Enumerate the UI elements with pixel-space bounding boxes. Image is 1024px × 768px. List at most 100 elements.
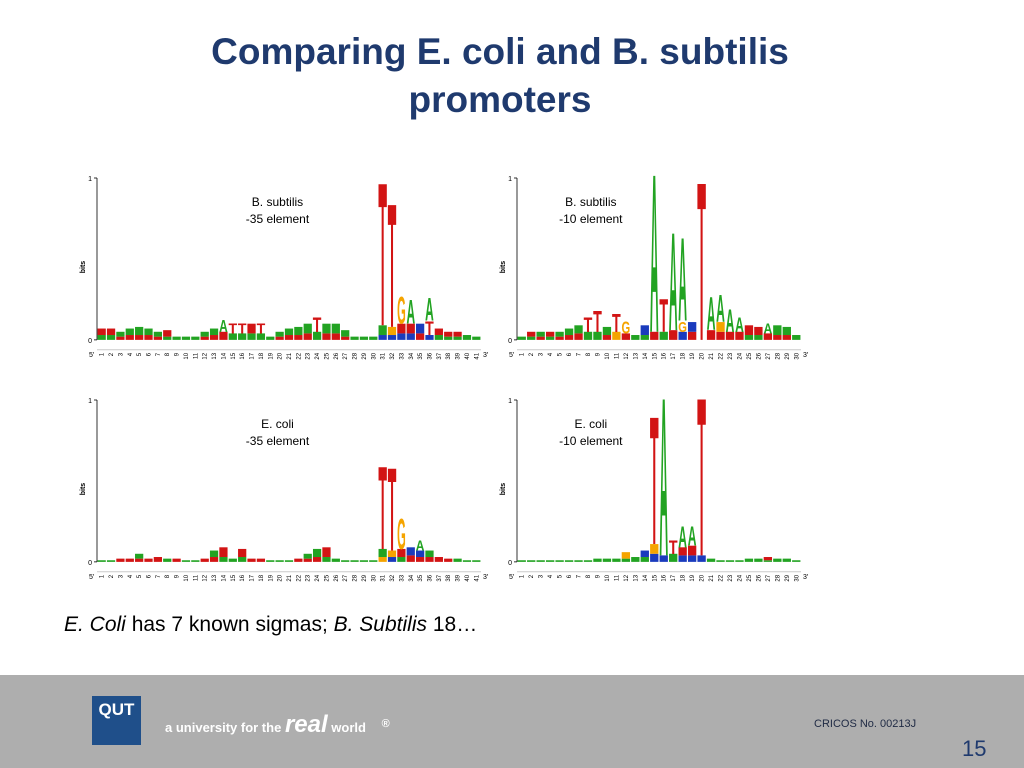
logo-letter-T: T	[697, 170, 706, 385]
logo-letter-T	[116, 558, 125, 562]
logo-letter-A	[725, 560, 735, 562]
position-label: 21	[287, 352, 293, 359]
logo-letter-T: T	[659, 289, 668, 342]
logo-letter-A	[181, 336, 191, 340]
position-label: 35	[418, 574, 424, 581]
logo-letter-A	[763, 560, 773, 562]
logo-letter-C	[659, 555, 668, 562]
logo-letter-T	[687, 331, 697, 340]
position-label: 1	[100, 574, 106, 578]
logo-letter-A	[593, 331, 602, 340]
position-label: 16	[662, 352, 668, 359]
logo-letter-T: T	[669, 537, 678, 559]
position-label: 20	[278, 352, 284, 359]
position-label: 4	[548, 352, 554, 356]
logo-letter-T	[527, 331, 536, 337]
logo-letter-T	[434, 557, 443, 562]
logo-letter-C	[678, 555, 687, 562]
logo-letter-T: T	[584, 313, 593, 337]
position-label: 16	[662, 574, 668, 581]
logo-letter-G	[387, 550, 397, 558]
logo-letter-A	[350, 560, 359, 562]
position-label: 6	[147, 574, 153, 578]
cricos-number: CRICOS No. 00213J	[814, 718, 917, 730]
position-label: 24	[315, 574, 321, 581]
logo-letter-A	[97, 560, 106, 562]
logo-letter-A	[472, 560, 481, 562]
logo-letter-T	[97, 328, 106, 336]
logo-letter-A	[181, 560, 191, 562]
y-axis-label: bits	[80, 483, 87, 496]
position-label: 14	[221, 574, 227, 581]
logo-letter-A	[200, 331, 209, 337]
logo-letter-T	[754, 326, 763, 336]
logo-letter-A	[219, 557, 228, 562]
logo-letter-T	[669, 330, 678, 340]
logo-letter-A	[716, 560, 725, 562]
position-label: 37	[437, 352, 443, 359]
page-number: 15	[962, 736, 987, 761]
logo-letter-T	[106, 328, 116, 336]
logo-letter-T	[444, 331, 453, 337]
logo-letter-A	[792, 560, 801, 562]
logo-letter-T: T	[388, 445, 397, 577]
y-tick-label: 0	[508, 560, 512, 567]
logo-letter-A: A	[764, 320, 773, 337]
position-label: 21	[287, 574, 293, 581]
logo-letter-T	[425, 557, 434, 562]
logo-letter-A	[517, 560, 526, 562]
position-label: 15	[231, 352, 237, 359]
logo-letter-A	[256, 333, 266, 340]
logo-letter-T	[331, 333, 340, 340]
logo-letter-T	[453, 331, 462, 337]
position-label: 24	[737, 352, 743, 359]
logo-letter-T	[303, 558, 312, 562]
logo-letter-T	[716, 331, 725, 340]
position-label: 25	[747, 574, 753, 581]
position-label: 16	[240, 574, 246, 581]
position-label: 27	[766, 352, 772, 359]
logo-letter-T: T	[238, 320, 247, 337]
logo-letter-C	[687, 555, 697, 562]
position-label: 26	[334, 574, 340, 581]
position-label: 15	[652, 352, 658, 359]
logo-letter-A	[275, 331, 284, 337]
position-label: 14	[643, 352, 649, 359]
logo-letter-A	[378, 548, 387, 558]
position-label: 19	[690, 574, 696, 581]
logo-letter-A	[116, 331, 125, 337]
logo-letter-A	[284, 560, 294, 562]
logo-letter-G	[650, 544, 659, 554]
logo-letter-G: G	[678, 318, 687, 335]
logo-letter-A	[462, 335, 472, 340]
logo-letter-A	[312, 548, 322, 558]
position-label: 13	[212, 574, 218, 581]
position-label: 22	[719, 352, 725, 359]
logo-letter-A	[341, 560, 350, 562]
position-label: 21	[709, 352, 715, 359]
logo-letter-T	[706, 330, 716, 340]
position-label: 41	[474, 574, 480, 581]
logo-letter-C	[387, 557, 397, 562]
logo-letter-G	[387, 326, 397, 336]
logo-letter-T	[763, 557, 773, 561]
logo-letter-A: A	[669, 204, 678, 361]
logo-letter-A	[564, 560, 574, 562]
logo-letter-T	[545, 331, 555, 337]
logo-letter-A	[744, 558, 754, 562]
position-label: 14	[643, 574, 649, 581]
position-label: 18	[681, 352, 687, 359]
caption-text: has 7 known sigmas;	[125, 613, 334, 636]
logo-letter-A	[735, 560, 744, 562]
position-label: 34	[409, 352, 415, 359]
position-label: 27	[343, 352, 349, 359]
logo-letter-G	[621, 552, 631, 559]
logo-letter-G: G	[397, 512, 406, 559]
logo-letter-A	[453, 336, 462, 340]
position-label: 12	[624, 352, 630, 359]
position-label: 30	[371, 574, 377, 581]
logo-letter-T	[678, 547, 687, 556]
logo-letter-T: T	[650, 392, 659, 583]
position-label: 25	[324, 352, 330, 359]
logo-letter-T	[735, 331, 744, 340]
